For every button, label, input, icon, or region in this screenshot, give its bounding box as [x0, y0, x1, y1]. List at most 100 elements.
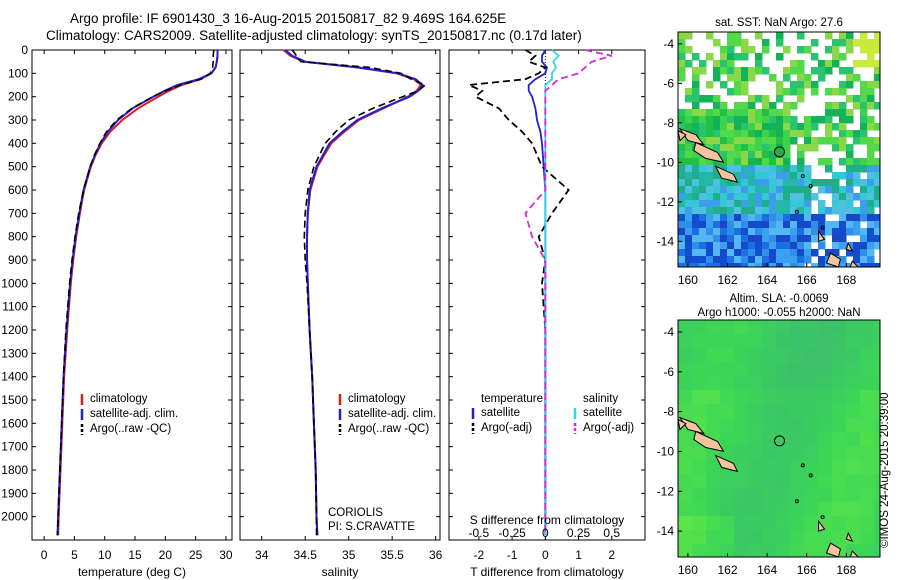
map-cell	[839, 263, 847, 267]
map-cell	[860, 256, 868, 264]
map-cell	[860, 432, 875, 447]
map-cell	[811, 137, 819, 145]
map-cell	[811, 123, 819, 131]
map-cell	[727, 158, 735, 166]
map-cell	[832, 221, 840, 229]
map-cell	[762, 376, 777, 391]
map-cell	[818, 263, 826, 267]
map-cell	[769, 207, 777, 215]
map-cell	[790, 362, 805, 377]
map-cell	[741, 39, 749, 47]
legend-temp-argo-label: Argo(-adj)	[481, 422, 532, 434]
sst_map-frame	[677, 31, 881, 268]
map-cell	[797, 242, 805, 250]
map-cell	[804, 376, 819, 391]
map-cell	[748, 446, 763, 461]
map-cell	[804, 186, 812, 194]
map-cell	[734, 179, 742, 187]
figure-title-line1: Argo profile: IF 6901430_3 16-Aug-2015 2…	[70, 11, 507, 26]
map-cell	[678, 320, 693, 335]
map-cell	[748, 235, 756, 243]
map-cell	[741, 67, 749, 75]
map-cell	[755, 158, 763, 166]
map-cell	[818, 74, 826, 82]
map-cell	[734, 109, 742, 117]
map-cell	[839, 235, 847, 243]
salinity_profile-frame	[239, 49, 441, 541]
map-cell	[853, 256, 861, 264]
map-cell	[839, 102, 847, 110]
map-cell	[846, 179, 854, 187]
map-cell	[706, 53, 714, 61]
map-cell	[797, 67, 805, 75]
island-4	[678, 130, 687, 142]
map-cell	[727, 151, 735, 159]
map-cell	[797, 186, 805, 194]
map-cell	[699, 207, 707, 215]
map-cell	[846, 109, 854, 117]
map-cell	[783, 235, 791, 243]
map-cell	[769, 123, 777, 131]
map-cell	[867, 137, 875, 145]
map-cell	[762, 320, 777, 335]
map-cell	[860, 502, 875, 517]
islet	[800, 174, 805, 179]
map-cell	[860, 158, 868, 166]
y-tick-label: 700	[8, 206, 28, 220]
map-cell	[846, 502, 861, 517]
map-cell	[797, 95, 805, 103]
map-cell	[783, 228, 791, 236]
map-cell	[797, 193, 805, 201]
map-cell	[678, 60, 686, 68]
map-cell	[846, 446, 861, 461]
map-cell	[692, 242, 700, 250]
map-cell	[706, 109, 714, 117]
map-cell	[678, 123, 686, 131]
map-cell	[853, 39, 861, 47]
map-cell	[846, 334, 861, 349]
map-cell	[769, 186, 777, 194]
map-cell	[692, 165, 700, 173]
y-tick-label: 800	[8, 230, 28, 244]
map-cell	[874, 102, 880, 110]
map-cell	[678, 256, 686, 264]
map-cell	[713, 207, 721, 215]
map-cell	[846, 460, 861, 475]
map-cell	[860, 137, 868, 145]
map-cell	[832, 390, 847, 405]
map-cell	[853, 207, 861, 215]
map-cell	[860, 109, 868, 117]
map-cell	[720, 53, 728, 61]
map-cell	[832, 376, 847, 391]
map-cell	[776, 179, 784, 187]
map-cell	[867, 116, 875, 124]
map-cell	[846, 249, 854, 257]
map-cell	[804, 502, 819, 517]
map-cell	[825, 60, 833, 68]
map-cell	[825, 165, 833, 173]
map-cell	[874, 81, 880, 89]
map-cell	[804, 362, 819, 377]
map-cell	[678, 193, 686, 201]
map-cell	[734, 137, 742, 145]
map-cell	[727, 256, 735, 264]
map-cell	[755, 53, 763, 61]
map-cell	[776, 200, 784, 208]
sst_map-field	[678, 32, 880, 267]
map-cell	[874, 32, 880, 40]
map-cell	[860, 200, 868, 208]
map-cell	[776, 95, 784, 103]
map-cell	[734, 221, 742, 229]
map-cell	[860, 348, 875, 363]
map-cell	[734, 32, 742, 40]
map-cell	[706, 418, 721, 433]
map-cell	[867, 151, 875, 159]
x-tick-label: 35.5	[380, 548, 404, 562]
map-cell	[769, 172, 777, 180]
island-2	[678, 127, 706, 146]
map-cell	[748, 376, 763, 391]
map-cell	[734, 404, 749, 419]
map-cell	[755, 193, 763, 201]
map-cell	[776, 488, 791, 503]
map-cell	[846, 348, 861, 363]
